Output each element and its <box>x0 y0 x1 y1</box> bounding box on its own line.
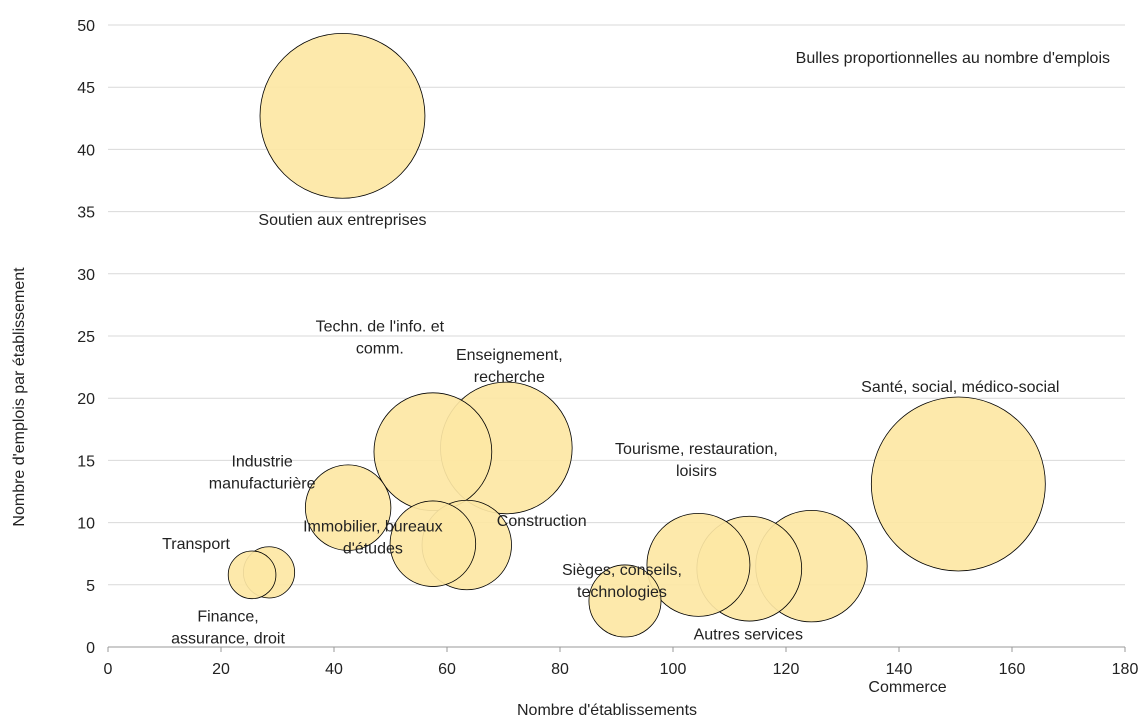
y-tick-label: 40 <box>77 142 95 159</box>
x-tick-label: 100 <box>660 661 687 678</box>
x-tick-label: 60 <box>438 661 456 678</box>
bubble-label: Construction <box>497 513 587 530</box>
bubble-label: Transport <box>162 536 230 553</box>
y-tick-label: 0 <box>86 640 95 657</box>
bubble-label: Industrie manufacturière <box>209 454 316 493</box>
bubble-label-line: Tourisme, restauration, <box>615 441 778 458</box>
bubble-label: Santé, social, médico-social <box>861 379 1059 396</box>
bubble <box>646 513 751 617</box>
bubble <box>389 500 477 587</box>
bubble-label-line: Santé, social, médico-social <box>861 379 1059 396</box>
bubble-labels: Soutien aux entreprises Santé, social, mé… <box>162 212 1059 696</box>
bubbles <box>227 32 1046 638</box>
x-tick-label: 40 <box>325 661 343 678</box>
bubble-label-line: Construction <box>497 513 587 530</box>
bubble-label: Immobilier, bureaux d'études <box>303 519 443 558</box>
y-tick-label: 20 <box>77 391 95 408</box>
bubble-size-note: Bulles proportionnelles au nombre d'empl… <box>796 50 1110 67</box>
bubble-label: Commerce <box>868 679 946 696</box>
y-tick-label: 15 <box>77 453 95 470</box>
bubble-label-line: Finance, <box>197 608 258 625</box>
bubble-label-line: Enseignement, <box>456 347 563 364</box>
x-tick-label: 80 <box>551 661 569 678</box>
y-tick-label: 25 <box>77 329 95 346</box>
x-tick-label: 180 <box>1112 661 1139 678</box>
bubble <box>227 550 277 600</box>
bubble-label-line: comm. <box>356 341 404 358</box>
bubble-label: Techn. de l'info. et comm. <box>316 319 445 358</box>
bubble <box>588 564 662 638</box>
bubble-label-line: technologies <box>577 584 667 601</box>
y-tick-label: 30 <box>77 267 95 284</box>
x-tick-label: 120 <box>773 661 800 678</box>
bubble-label-line: Techn. de l'info. et <box>316 319 445 336</box>
bubble-label-line: recherche <box>474 369 545 386</box>
bubble-label-line: Industrie <box>231 454 292 471</box>
y-axis-title: Nombre d'emplois par établissement <box>11 267 28 527</box>
bubble-label: Sièges, conseils, technologies <box>562 562 682 601</box>
axes: 0 5 10 15 20 25 30 35 40 45 50 0 20 40 60 80 100 120 140 16… <box>77 18 1138 678</box>
y-tick-label: 5 <box>86 578 95 595</box>
x-tick-label: 160 <box>999 661 1026 678</box>
bubble <box>304 464 392 551</box>
x-tick-label: 0 <box>104 661 113 678</box>
y-tick-label: 45 <box>77 80 95 97</box>
bubble-label-line: Autres services <box>694 627 803 644</box>
bubble-label-line: loisirs <box>676 463 717 480</box>
y-tick-label: 50 <box>77 18 95 35</box>
bubble-label-line: assurance, droit <box>171 630 285 647</box>
bubble <box>373 392 493 511</box>
bubble-label: Enseignement, recherche <box>456 347 563 386</box>
bubble-label-line: Transport <box>162 536 230 553</box>
bubble-label-line: Sièges, conseils, <box>562 562 682 579</box>
bubble-label: Soutien aux entreprises <box>258 212 426 229</box>
bubble-label-line: Soutien aux entreprises <box>258 212 426 229</box>
y-tick-label: 10 <box>77 516 95 533</box>
bubble-label: Autres services <box>694 627 803 644</box>
gridlines <box>108 24 1125 586</box>
x-tick-label: 140 <box>886 661 913 678</box>
bubble-label-line: Immobilier, bureaux <box>303 519 443 536</box>
bubble-label-line: Commerce <box>868 679 946 696</box>
bubble-label: Finance, assurance, droit <box>171 608 285 647</box>
bubble-label: Tourisme, restauration, loisirs <box>615 441 778 480</box>
y-tick-label: 35 <box>77 205 95 222</box>
bubble <box>259 32 426 199</box>
x-axis-title: Nombre d'établissements <box>517 702 697 719</box>
bubble-label-line: manufacturière <box>209 476 316 493</box>
x-tick-label: 20 <box>212 661 230 678</box>
bubble <box>870 396 1046 572</box>
bubble-label-line: d'études <box>343 541 403 558</box>
